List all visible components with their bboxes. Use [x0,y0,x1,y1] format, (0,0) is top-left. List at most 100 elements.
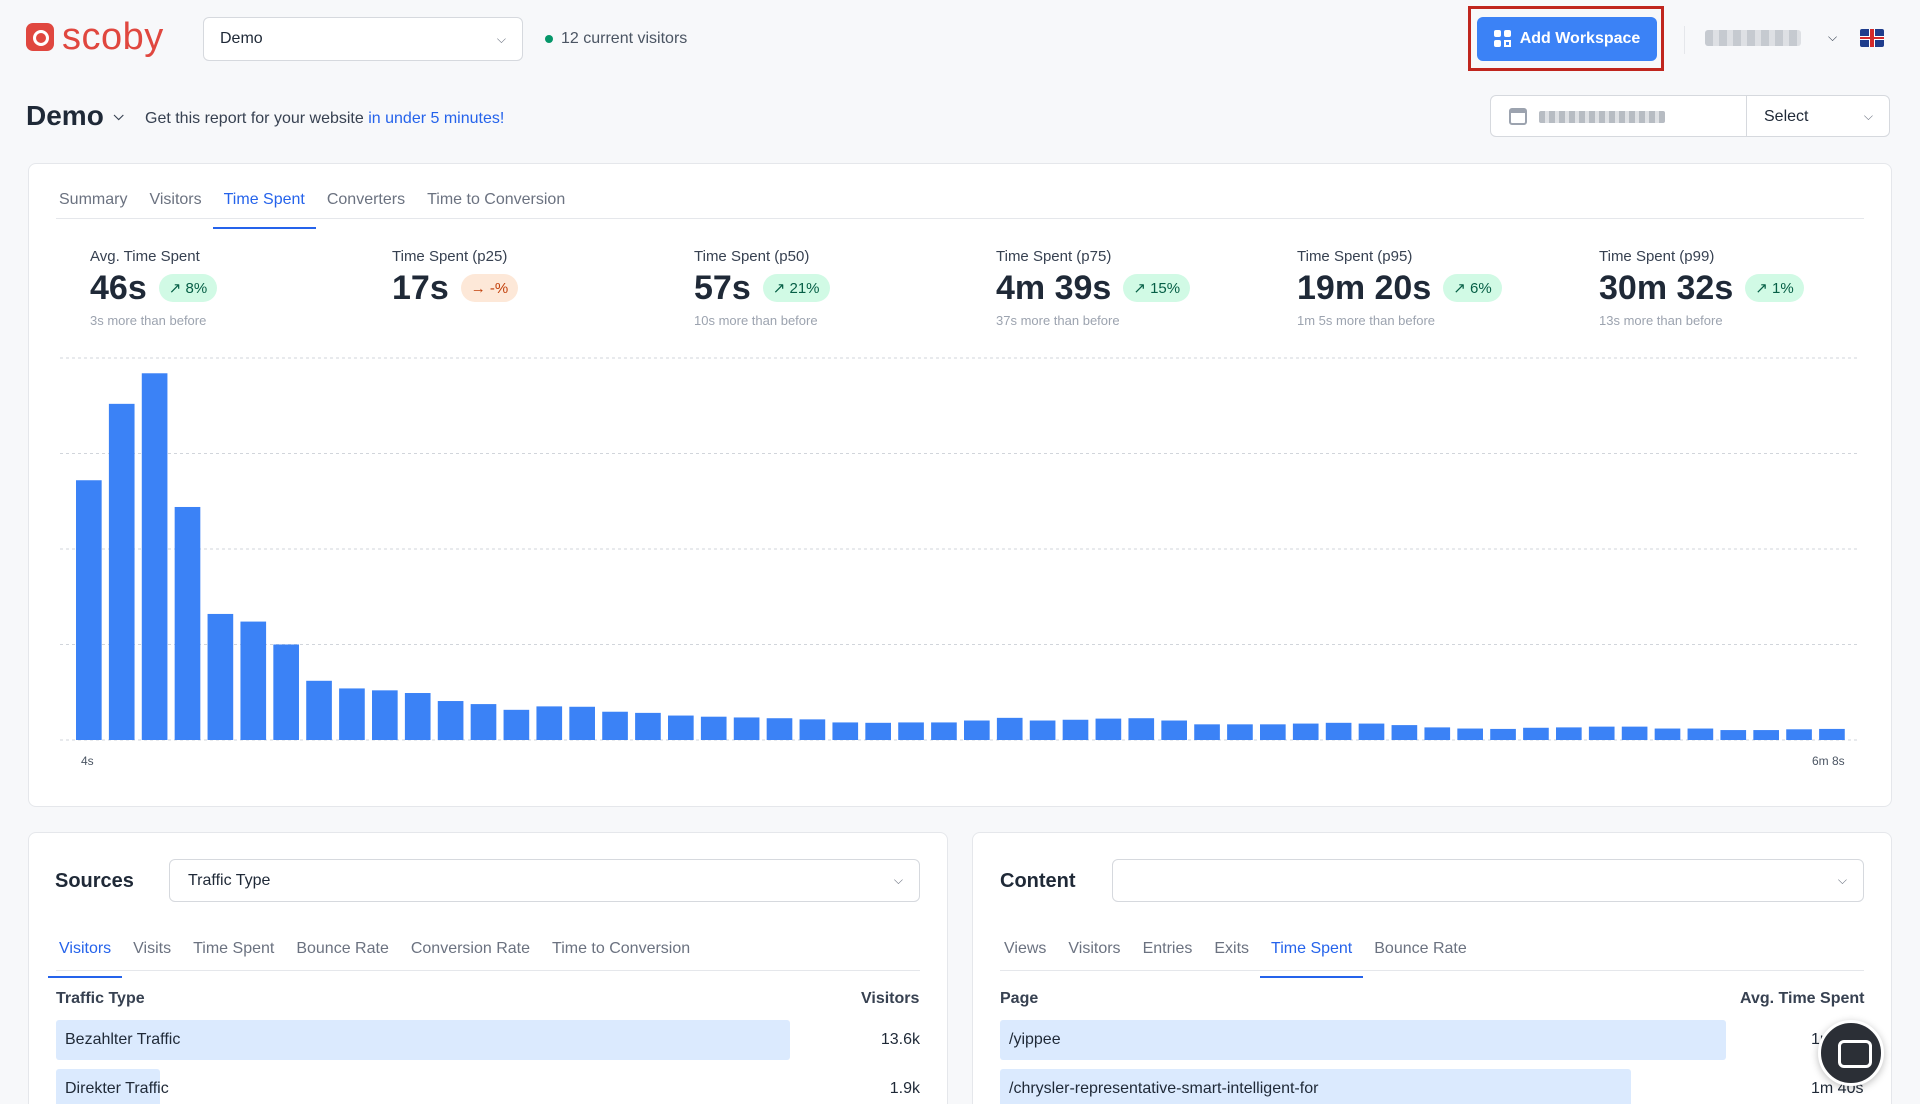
kpi-value: 4m 39s [996,269,1112,307]
date-preset-select[interactable]: Select [1764,108,1809,125]
table-row[interactable]: Direkter Traffic 1.9k [56,1069,920,1104]
tab-time-spent[interactable]: Time Spent [193,940,275,957]
histogram-bar[interactable] [1128,718,1155,740]
histogram-bar[interactable] [1490,728,1516,740]
workspace-select[interactable]: Demo ⌵ [203,17,523,61]
tab-visitors[interactable]: Visitors [48,938,123,978]
histogram-bar[interactable] [766,718,793,740]
histogram-bar[interactable] [76,480,102,740]
histogram-bar[interactable] [799,719,826,740]
histogram-bar[interactable] [668,715,694,740]
kpi-subtext: 1m 5s more than before [1297,313,1436,328]
trend-badge: → -% [460,274,519,302]
tab-time-spent[interactable]: Time Spent [212,189,317,229]
histogram-bar[interactable] [174,506,201,740]
histogram-bar[interactable] [141,373,168,740]
histogram-bar[interactable] [898,722,924,740]
histogram-bar[interactable] [964,720,990,740]
histogram-bar[interactable] [1029,720,1056,740]
report-promo-text: Get this report for your website [145,110,364,127]
top-bar: scoby Demo ⌵ 12 current visitors Add Wor… [0,0,1920,80]
histogram-bar[interactable] [404,693,431,740]
kpi-label: Time Spent (p99) [1599,248,1715,265]
histogram-bar[interactable] [1424,727,1451,740]
histogram-bar[interactable] [1588,726,1615,740]
histogram-bar[interactable] [1687,728,1714,740]
tab-time-to-conversion[interactable]: Time to Conversion [552,940,691,957]
histogram-bar[interactable] [1753,730,1779,740]
histogram-bar[interactable] [1062,719,1089,740]
histogram-bar[interactable] [832,722,859,740]
brand-logo[interactable]: scoby [26,18,164,56]
tab-entries[interactable]: Entries [1142,940,1193,957]
histogram-bar[interactable] [635,712,661,740]
user-menu[interactable] [1705,30,1801,46]
tab-bounce-rate[interactable]: Bounce Rate [1374,940,1467,957]
histogram-bar[interactable] [1260,724,1286,740]
table-row[interactable]: /yippee 1m 5 [1000,1020,1864,1060]
row-value: 13.6k [880,1031,920,1048]
histogram-bar[interactable] [996,717,1023,740]
tab-visits[interactable]: Visits [133,940,172,957]
content-dropdown[interactable]: ⌵ [1112,859,1864,902]
sources-dropdown[interactable]: Traffic Type ⌵ [169,859,920,902]
histogram-bar[interactable] [1457,728,1483,740]
histogram-bar[interactable] [108,403,135,740]
language-flag-icon[interactable] [1860,29,1884,47]
add-workspace-button[interactable]: Add Workspace [1477,17,1657,61]
histogram-bar[interactable] [865,722,891,740]
tab-time-spent[interactable]: Time Spent [1260,938,1364,978]
tab-conversion-rate[interactable]: Conversion Rate [410,940,531,957]
sources-dropdown-value: Traffic Type [188,872,271,889]
tab-visitors[interactable]: Visitors [1068,940,1121,957]
histogram-bar[interactable] [1819,728,1845,740]
histogram-bar[interactable] [273,644,299,741]
histogram-bar[interactable] [1292,723,1319,740]
chat-widget-button[interactable] [1818,1020,1884,1086]
histogram-bar[interactable] [1227,724,1253,740]
histogram-bar[interactable] [437,701,464,740]
histogram-bar[interactable] [569,706,595,740]
histogram-bar[interactable] [602,711,628,740]
histogram-bar[interactable] [240,621,267,740]
tab-converters[interactable]: Converters [326,191,406,208]
histogram-bar[interactable] [536,706,563,740]
histogram-bar[interactable] [503,709,530,740]
histogram-bar[interactable] [1194,724,1220,740]
table-row[interactable]: Bezahlter Traffic 13.6k [56,1020,920,1060]
histogram-bar[interactable] [306,680,332,740]
tab-summary[interactable]: Summary [59,191,128,208]
histogram-bar[interactable] [733,717,760,740]
tabs-divider [1000,970,1864,971]
histogram-bar[interactable] [1358,723,1385,740]
histogram-bar[interactable] [1391,725,1418,740]
histogram-bar[interactable] [207,613,234,740]
kpi-value: 30m 32s [1599,269,1734,307]
histogram-bar[interactable] [1654,728,1681,740]
histogram-bar[interactable] [1161,720,1187,740]
date-range-picker[interactable]: Select ⌵ [1490,95,1890,137]
histogram-bar[interactable] [372,690,398,740]
tab-bounce-rate[interactable]: Bounce Rate [296,940,389,957]
histogram-bar[interactable] [1325,722,1352,740]
histogram-bar[interactable] [700,716,727,740]
page-title[interactable]: Demo ⌵ [26,100,124,132]
tab-visitors[interactable]: Visitors [149,191,202,208]
histogram-bar[interactable] [470,704,497,740]
histogram-bar[interactable] [1720,730,1747,740]
histogram-bar[interactable] [339,688,365,740]
histogram-bar[interactable] [931,722,957,740]
histogram-bar[interactable] [1621,726,1648,740]
column-header-page: Page [1000,990,1039,1007]
tab-exits[interactable]: Exits [1214,940,1250,957]
histogram-bar[interactable] [1523,727,1549,740]
report-promo-link[interactable]: in under 5 minutes! [368,110,505,127]
kpi-value: 46s [90,269,147,307]
table-row[interactable]: /chrysler-representative-smart-intellige… [1000,1069,1864,1104]
histogram-bar[interactable] [1786,729,1812,740]
tab-time-to-conversion[interactable]: Time to Conversion [427,191,566,208]
chevron-down-icon[interactable]: ⌵ [1828,30,1838,44]
histogram-bar[interactable] [1095,718,1122,740]
histogram-bar[interactable] [1556,727,1582,740]
tab-views[interactable]: Views [1004,940,1047,957]
